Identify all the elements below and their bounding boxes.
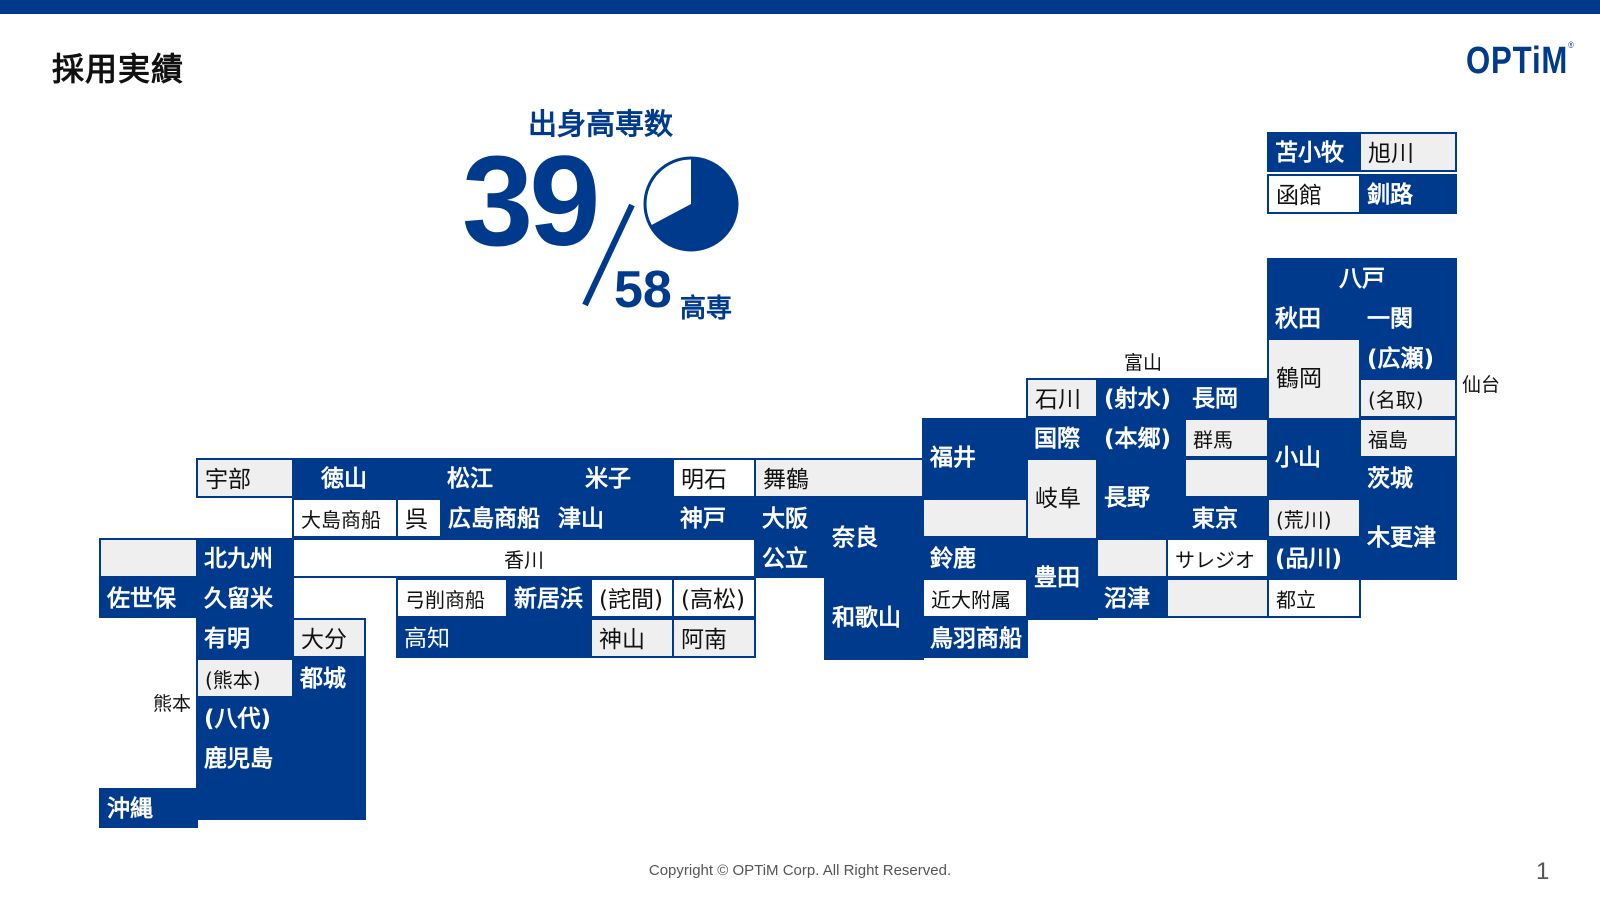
cell-hongo: (本郷)	[1096, 418, 1186, 458]
optim-logo: OPTiM®	[1466, 40, 1574, 83]
cell-tsuruoka: 鶴岡	[1267, 338, 1361, 420]
cell-blank-3	[1096, 538, 1168, 578]
cell-sasebo: 佐世保	[99, 578, 198, 618]
cell-oshima: 大島商船	[292, 498, 398, 538]
cell-natori: (名取)	[1359, 378, 1457, 418]
cell-arakawa: (荒川)	[1267, 498, 1361, 538]
stat-count: 39	[462, 130, 600, 273]
cell-matsue: 松江	[416, 458, 554, 498]
cell-tomakomai: 苫小牧	[1267, 132, 1361, 172]
logo-text: OPTiM	[1466, 40, 1569, 82]
cell-suzuka: 鈴鹿	[922, 538, 1028, 578]
label-sendai: 仙台	[1462, 374, 1501, 396]
cell-kure: 呉	[396, 498, 442, 538]
cell-anan: 阿南	[672, 618, 756, 658]
cell-niihama: 新居浜	[506, 578, 592, 618]
cell-salesio: サレジオ	[1166, 538, 1269, 578]
cell-blank-4	[1166, 578, 1269, 618]
cell-ichinoseki: 一関	[1359, 298, 1457, 338]
cell-kitakyushu: 北九州	[196, 538, 294, 578]
slide-title: 採用実績	[52, 50, 185, 88]
cell-maizuru: 舞鶴	[754, 458, 924, 498]
cell-toba: 鳥羽商船	[922, 618, 1028, 658]
cell-hiroshima: 広島商船	[440, 498, 552, 538]
copyright-footer: Copyright © OPTiM Corp. All Right Reserv…	[648, 862, 952, 879]
cell-kushiro: 釧路	[1359, 174, 1457, 214]
cell-kokusai: 国際	[1026, 418, 1098, 458]
cell-blank-5	[99, 538, 198, 578]
cell-tokuyama: 徳山	[292, 458, 418, 498]
cell-kochi: 高知	[396, 618, 592, 658]
cell-akita: 秋田	[1267, 298, 1361, 338]
logo-registered-mark: ®	[1568, 40, 1575, 50]
top-accent-bar	[0, 0, 1600, 14]
cell-kumamoto: (熊本)	[196, 658, 294, 698]
cell-miyakonojo: 都城	[292, 658, 366, 820]
cell-hirose: (広瀬)	[1359, 338, 1457, 378]
cell-takuma: (詫間)	[590, 578, 674, 618]
cell-blank-2	[922, 498, 1028, 538]
cell-nara: 奈良	[824, 498, 924, 580]
cell-fukushima: 福島	[1359, 418, 1457, 458]
stat-total: 58	[614, 261, 672, 319]
cell-oita: 大分	[292, 618, 366, 658]
label-toyama: 富山	[1124, 352, 1163, 374]
cell-yonago: 米子	[552, 458, 674, 498]
cell-yuge: 弓削商船	[396, 578, 508, 618]
cell-ibaraki: 茨城	[1359, 458, 1457, 498]
cell-kindai: 近大附属	[922, 578, 1028, 618]
cell-takamatsu: (高松)	[672, 578, 756, 618]
cell-toritsu: 都立	[1267, 578, 1361, 618]
cell-osaka: 大阪	[754, 498, 826, 538]
cell-kagoshima: 鹿児島	[196, 738, 294, 820]
cell-akashi: 明石	[672, 458, 756, 498]
cell-okinawa: 沖縄	[99, 788, 198, 828]
cell-nagaoka: 長岡	[1184, 378, 1269, 418]
cell-ube: 宇部	[196, 458, 294, 498]
cell-kamiyama: 神山	[590, 618, 674, 658]
cell-ariake: 有明	[196, 618, 294, 658]
cell-kurume: 久留米	[196, 578, 294, 618]
cell-tokyo: 東京	[1184, 498, 1269, 538]
stat-heading: 出身高専数	[528, 107, 674, 141]
cell-shinagawa: (品川)	[1267, 538, 1361, 578]
label-kumamoto: 熊本	[153, 693, 192, 715]
cell-hakodate: 函館	[1267, 174, 1361, 214]
cell-kagawa: 香川	[292, 538, 756, 578]
cell-wakayama: 和歌山	[824, 578, 924, 660]
cell-fukui: 福井	[922, 418, 1028, 500]
cell-blank-1	[1184, 458, 1269, 498]
stat-unit: 高専	[680, 294, 733, 324]
cell-imizu: (射水)	[1096, 378, 1186, 418]
cell-numazu: 沼津	[1096, 578, 1168, 618]
cell-ishikawa: 石川	[1026, 378, 1098, 418]
cell-yatsushiro: (八代)	[196, 698, 294, 738]
cell-hachinohe: 八戸	[1267, 258, 1457, 298]
cell-nagano: 長野	[1096, 458, 1186, 540]
ratio-pie-chart	[643, 156, 739, 252]
cell-toyota: 豊田	[1026, 538, 1098, 620]
cell-gunma: 群馬	[1184, 418, 1269, 458]
pie-filled-slice	[650, 158, 737, 250]
cell-tsuyama: 津山	[550, 498, 674, 538]
cell-asahikawa: 旭川	[1359, 132, 1457, 172]
cell-oyama: 小山	[1267, 418, 1361, 500]
page-number: 1	[1536, 858, 1550, 885]
cell-gifu: 岐阜	[1026, 458, 1098, 540]
cell-kisarazu: 木更津	[1359, 498, 1457, 580]
cell-kobe: 神戸	[672, 498, 756, 538]
cell-koritsu: 公立	[754, 538, 826, 578]
